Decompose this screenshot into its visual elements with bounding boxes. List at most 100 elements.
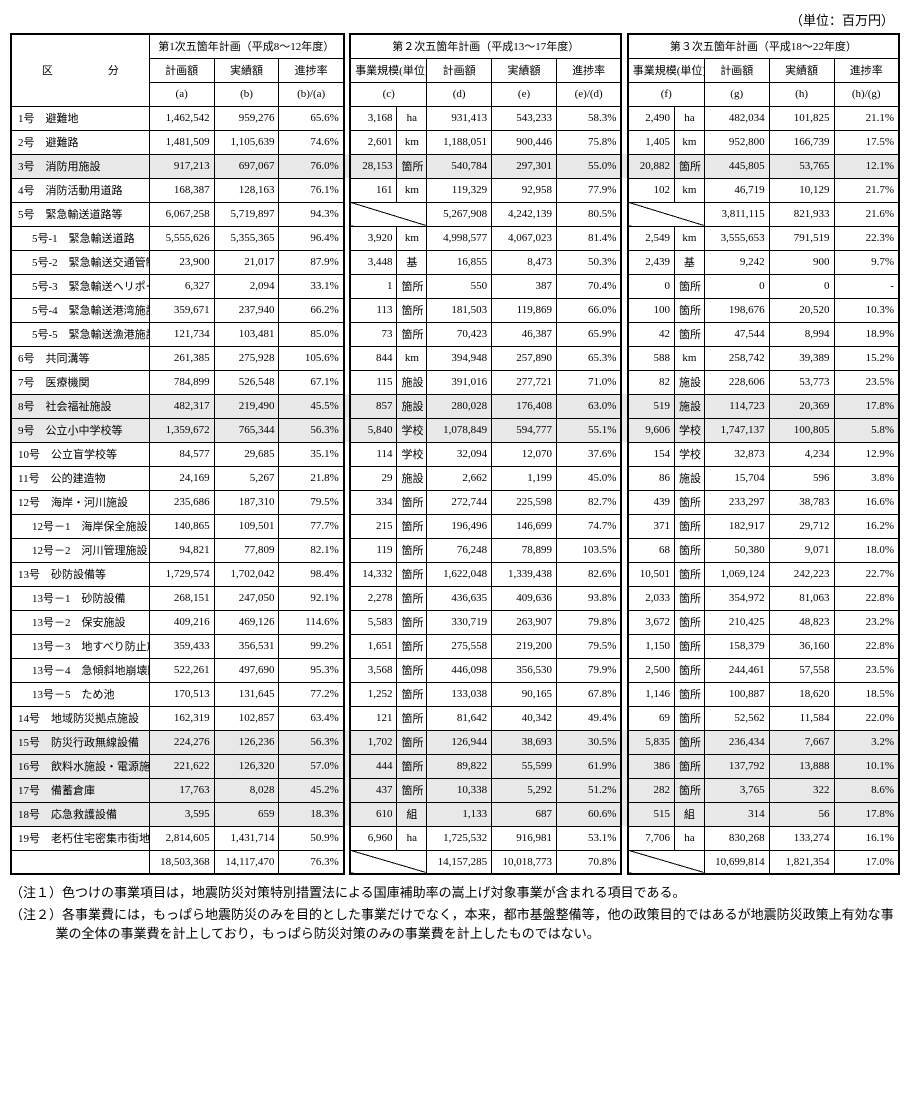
cell: 119,329 xyxy=(427,178,492,202)
hdr-r1: 進捗率 xyxy=(279,58,344,82)
cell: 697,067 xyxy=(214,154,279,178)
cell: 80.5% xyxy=(556,202,621,226)
cell: 箇所 xyxy=(397,298,427,322)
cell: 2,439 xyxy=(628,250,675,274)
cell: 5号-2 緊急輸送交通管制施設 xyxy=(11,250,149,274)
cell: 89,822 xyxy=(427,754,492,778)
cell: km xyxy=(675,178,705,202)
cell: 844 xyxy=(350,346,397,370)
cell: 箇所 xyxy=(675,634,705,658)
table-row: 5号 緊急輸送道路等6,067,2585,719,89794.3%5,267,9… xyxy=(11,202,899,226)
hdr-sb: (b) xyxy=(214,82,279,106)
hdr-e: 実績額 xyxy=(492,58,557,82)
cell: 20,882 xyxy=(628,154,675,178)
table-row: 2号 避難路1,481,5091,105,63974.6%2,601km1,18… xyxy=(11,130,899,154)
cell: 45.5% xyxy=(279,394,344,418)
cell: 61.9% xyxy=(556,754,621,778)
cell: 82.7% xyxy=(556,490,621,514)
hdr-sf: (f) xyxy=(628,82,705,106)
cell: 65.9% xyxy=(556,322,621,346)
cell: 箇所 xyxy=(397,610,427,634)
cell: 66.0% xyxy=(556,298,621,322)
cell: 50.9% xyxy=(279,826,344,850)
cell: 247,050 xyxy=(214,586,279,610)
cell: 359,433 xyxy=(149,634,214,658)
cell: 13号－1 砂防設備 xyxy=(11,586,149,610)
table-row: 19号 老朽住宅密集市街地2,814,6051,431,71450.9%6,96… xyxy=(11,826,899,850)
cell: 69 xyxy=(628,706,675,730)
cell: 610 xyxy=(350,802,397,826)
cell: 箇所 xyxy=(675,538,705,562)
cell: 0 xyxy=(628,274,675,298)
cell: 280,028 xyxy=(427,394,492,418)
cell: 65.6% xyxy=(279,106,344,130)
cell: 146,699 xyxy=(492,514,557,538)
cell: 77,809 xyxy=(214,538,279,562)
cell: 学校 xyxy=(675,442,705,466)
cell: 959,276 xyxy=(214,106,279,130)
table-row: 17号 備蓄倉庫17,7638,02845.2%437箇所10,3385,292… xyxy=(11,778,899,802)
cell: 100 xyxy=(628,298,675,322)
cell: 22.3% xyxy=(834,226,899,250)
cell: 1,188,051 xyxy=(427,130,492,154)
cell: 98.4% xyxy=(279,562,344,586)
cell: 77.9% xyxy=(556,178,621,202)
cell: 7号 医療機関 xyxy=(11,370,149,394)
cell: km xyxy=(397,130,427,154)
cell: 1,078,849 xyxy=(427,418,492,442)
cell: 596 xyxy=(769,466,834,490)
cell xyxy=(11,850,149,874)
cell: 5,267,908 xyxy=(427,202,492,226)
cell: 施設 xyxy=(397,394,427,418)
cell: 11,584 xyxy=(769,706,834,730)
cell: 121 xyxy=(350,706,397,730)
cell: 550 xyxy=(427,274,492,298)
cell: 1,146 xyxy=(628,682,675,706)
cell: 9号 公立小中学校等 xyxy=(11,418,149,442)
hdr-h: 実績額 xyxy=(769,58,834,82)
cell: 17号 備蓄倉庫 xyxy=(11,778,149,802)
cell: 931,413 xyxy=(427,106,492,130)
cell: 522,261 xyxy=(149,658,214,682)
cell: 119 xyxy=(350,538,397,562)
cell: 215 xyxy=(350,514,397,538)
cell: 1,747,137 xyxy=(704,418,769,442)
cell: 38,783 xyxy=(769,490,834,514)
cell: 1,725,532 xyxy=(427,826,492,850)
cell: 1,339,438 xyxy=(492,562,557,586)
cell: 35.1% xyxy=(279,442,344,466)
cell: 42 xyxy=(628,322,675,346)
cell: 3.2% xyxy=(834,730,899,754)
cell: 4,242,139 xyxy=(492,202,557,226)
cell: 1,431,714 xyxy=(214,826,279,850)
cell: 275,928 xyxy=(214,346,279,370)
cell: 12.9% xyxy=(834,442,899,466)
cell: 84,577 xyxy=(149,442,214,466)
hdr-r3: 進捗率 xyxy=(834,58,899,82)
table-row: 15号 防災行政無線設備224,276126,23656.3%1,702箇所12… xyxy=(11,730,899,754)
cell: 5,292 xyxy=(492,778,557,802)
cell: 56 xyxy=(769,802,834,826)
cell: 5,555,626 xyxy=(149,226,214,250)
cell: 箇所 xyxy=(675,730,705,754)
note-1: （注１）色つけの事業項目は，地震防災対策特別措置法による国庫補助率の嵩上げ対象事… xyxy=(10,883,900,903)
plan-table: 区 分 第1次五箇年計画（平成8～12年度） 第２次五箇年計画（平成13～17年… xyxy=(10,33,900,875)
table-row: 12号－1 海岸保全施設140,865109,50177.7%215箇所196,… xyxy=(11,514,899,538)
cell: - xyxy=(834,274,899,298)
table-row: 16号 飲料水施設・電源施設等221,622126,32057.0%444箇所8… xyxy=(11,754,899,778)
cell: 38,693 xyxy=(492,730,557,754)
cell: 5号-5 緊急輸送漁港施設 xyxy=(11,322,149,346)
cell: 組 xyxy=(397,802,427,826)
cell: 箇所 xyxy=(675,706,705,730)
cell: 9.7% xyxy=(834,250,899,274)
cell: 60.6% xyxy=(556,802,621,826)
cell: 140,865 xyxy=(149,514,214,538)
cell: 21.6% xyxy=(834,202,899,226)
cell: 1,359,672 xyxy=(149,418,214,442)
cell: 18,620 xyxy=(769,682,834,706)
cell: 1,069,124 xyxy=(704,562,769,586)
cell: 115 xyxy=(350,370,397,394)
cell: 8.6% xyxy=(834,778,899,802)
cell: 3,568 xyxy=(350,658,397,682)
cell: 81.4% xyxy=(556,226,621,250)
